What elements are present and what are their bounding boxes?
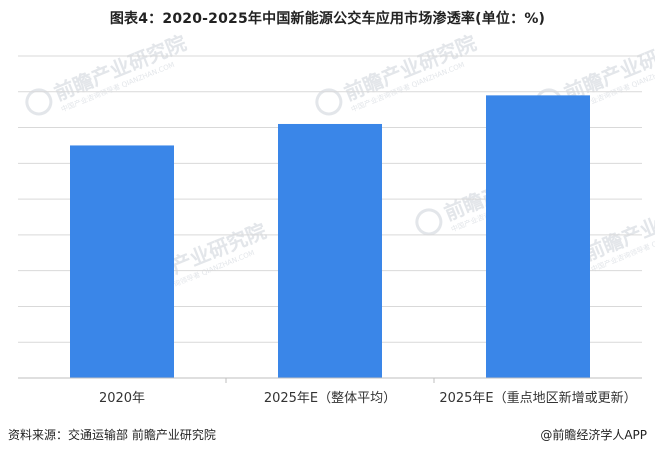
x-tick-labels: 2020年 2025年E（整体平均） 2025年E（重点地区新增或更新） <box>99 378 637 406</box>
source-note: 资料来源：交通运输部 前瞻产业研究院 <box>8 428 216 442</box>
bars <box>70 95 590 378</box>
bar <box>486 95 590 378</box>
x-tick-label: 2025年E（整体平均） <box>264 391 396 406</box>
x-tick-label: 2020年 <box>99 391 145 406</box>
x-tick-label: 2025年E（重点地区新增或更新） <box>439 390 636 406</box>
bar <box>70 145 174 378</box>
chart-title: 图表4：2020-2025年中国新能源公交车应用市场渗透率(单位：%) <box>109 11 546 27</box>
bar <box>278 123 382 378</box>
brand-credit: @前瞻经济学人APP <box>540 428 647 442</box>
